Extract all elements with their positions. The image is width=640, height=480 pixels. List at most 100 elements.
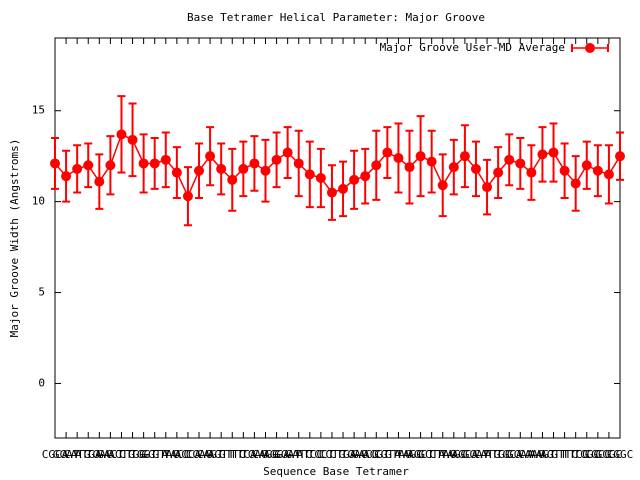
data-point	[515, 158, 526, 169]
x-tick-label: TTCG	[562, 448, 589, 461]
data-point	[315, 173, 326, 183]
x-tick-label: GCAT	[463, 448, 490, 461]
data-point	[138, 158, 149, 169]
x-tick-label: CGCG	[585, 448, 612, 461]
x-tick-label: TGGT	[130, 448, 157, 461]
data-point	[127, 134, 138, 145]
x-tick-label: ACGT	[363, 448, 390, 461]
x-tick-label: CGGC	[607, 448, 634, 461]
chart-title: Base Tetramer Helical Parameter: Major G…	[187, 11, 485, 24]
x-tick-label: CAGG	[252, 448, 279, 461]
data-point	[448, 162, 459, 173]
x-tick-label: CTGA	[330, 448, 357, 461]
legend-marker	[585, 43, 595, 53]
data-point	[615, 151, 625, 162]
x-tick-label: AGTT	[540, 448, 567, 461]
legend-errorbar	[571, 44, 609, 52]
data-point	[160, 154, 171, 165]
data-point	[426, 156, 437, 167]
legend-label: Major Groove User-MD Average	[380, 41, 565, 54]
data-point	[326, 187, 337, 198]
x-tick-label: CAAG	[518, 448, 545, 461]
x-tick-label: GTAC	[153, 448, 180, 461]
x-tick-label: GGAT	[274, 448, 301, 461]
x-tick-label: CCAG	[186, 448, 213, 461]
x-tick-label: ACCA	[175, 448, 202, 461]
y-tick-label: 15	[32, 104, 45, 117]
data-point	[415, 151, 426, 162]
data-point	[238, 163, 249, 174]
data-point	[493, 167, 504, 178]
x-tick-label: TCCT	[308, 448, 335, 461]
data-point	[371, 160, 382, 171]
x-tick-label: AGTT	[208, 448, 235, 461]
data-point	[205, 151, 216, 162]
data-point	[592, 165, 603, 176]
x-tick-label: CTAG	[429, 448, 456, 461]
data-point	[581, 160, 592, 171]
x-tick-label: GGTA	[141, 448, 168, 461]
data-point	[570, 178, 581, 189]
data-point	[216, 163, 227, 174]
x-tick-label: GCAA	[507, 448, 534, 461]
data-point	[548, 147, 559, 158]
data-point	[94, 176, 105, 187]
data-point	[149, 158, 160, 169]
data-point	[260, 165, 271, 176]
x-tick-label: GTAG	[385, 448, 412, 461]
data-point	[171, 167, 182, 178]
x-tick-label: TGCA	[496, 448, 523, 461]
x-tick-label: TAGC	[396, 448, 423, 461]
x-tick-label: GCAT	[53, 448, 80, 461]
data-point	[72, 163, 83, 174]
x-tick-label: TGAC	[341, 448, 368, 461]
plot-border	[54, 37, 621, 439]
x-tick-label: CATG	[474, 448, 501, 461]
x-tick-label: GACG	[352, 448, 379, 461]
data-point	[50, 158, 60, 169]
data-point	[459, 151, 470, 162]
x-tick-label: TGAC	[86, 448, 113, 461]
data-point	[382, 147, 393, 158]
data-point	[249, 158, 260, 169]
x-tick-label: TACC	[164, 448, 191, 461]
x-tick-label: CATG	[64, 448, 91, 461]
data-point	[559, 165, 570, 176]
y-axis-label: Major Groove Width (Angstroms)	[8, 139, 21, 338]
x-tick-label: ACTG	[108, 448, 135, 461]
data-point	[61, 171, 72, 182]
data-point	[482, 182, 493, 193]
data-point	[182, 191, 193, 202]
x-tick-label: CGCA	[42, 448, 69, 461]
data-point	[504, 154, 515, 165]
y-tick-label: 0	[38, 376, 45, 389]
x-tick-label: GTTC	[551, 448, 578, 461]
data-point	[282, 147, 293, 158]
data-point	[360, 171, 371, 182]
data-point	[116, 129, 127, 140]
x-tick-label: AGCA	[452, 448, 479, 461]
data-point	[83, 160, 94, 171]
x-tick-label: TCGC	[574, 448, 601, 461]
x-tick-label: ATGC	[485, 448, 512, 461]
x-tick-label: GCTA	[418, 448, 445, 461]
data-point	[470, 163, 481, 174]
y-tick-label: 10	[32, 195, 45, 208]
series-line	[54, 133, 621, 199]
x-tick-label: TCAG	[241, 448, 268, 461]
x-tick-label: ATGA	[75, 448, 102, 461]
data-point	[537, 149, 548, 160]
x-tick-label: CCTG	[319, 448, 346, 461]
x-tick-label: CGTA	[374, 448, 401, 461]
x-tick-label: TTCA	[230, 448, 257, 461]
x-tick-label: AGCT	[407, 448, 434, 461]
data-point	[393, 153, 404, 163]
data-point	[526, 167, 537, 178]
data-point	[338, 183, 349, 194]
x-tick-label: GCGC	[596, 448, 623, 461]
y-tick-label: 5	[38, 286, 45, 299]
data-point	[105, 160, 116, 171]
x-axis-label: Sequence Base Tetramer	[263, 465, 409, 478]
